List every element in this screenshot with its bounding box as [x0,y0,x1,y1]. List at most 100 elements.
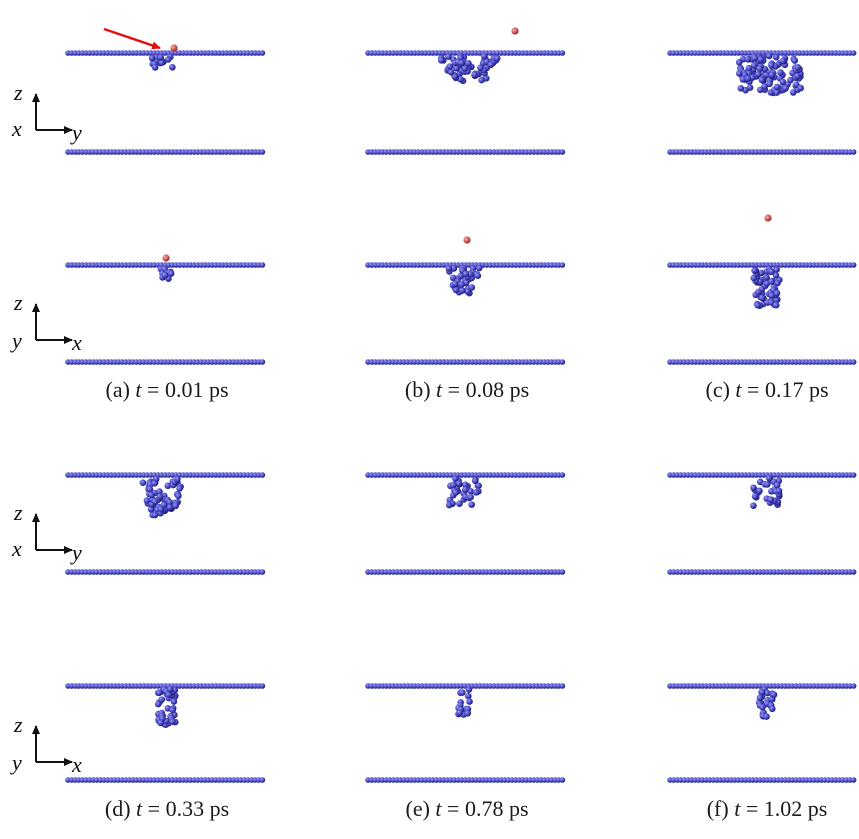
atom [259,262,266,268]
atom [744,56,752,63]
graphene-layer-top [65,50,266,56]
atom [756,694,764,702]
axis-indicator-xy-top: z x y [10,80,90,152]
defect-cluster [437,52,501,85]
atom [850,359,857,365]
atom [756,487,763,495]
atom [151,480,158,487]
atom [156,488,163,495]
caption-variable: t [436,377,443,402]
atom [445,53,452,60]
axis-label-left: x [12,536,22,561]
defect-cluster [455,686,473,718]
incident-ion [170,44,178,52]
atom [259,50,266,56]
atom [791,57,799,64]
atom [161,272,169,279]
caption-prefix: (c) [705,377,736,402]
atom [559,569,566,575]
atom [259,683,266,689]
graphene-layer-top [365,262,566,268]
atom [756,65,764,72]
axis-label-right: y [72,540,82,565]
atom [477,64,484,72]
graphene-layer-bottom [365,359,566,365]
atom [758,689,766,696]
atom [767,496,775,503]
atom [259,149,266,155]
defect-cluster [750,474,783,509]
defect-cluster [750,265,783,309]
atom [770,691,778,698]
atom [452,475,459,483]
atom [777,69,784,76]
graphene-layer-bottom [365,777,566,783]
atom [850,777,857,783]
atom [779,78,787,86]
atom [167,270,175,277]
graphene-layer-top [65,683,266,689]
caption-prefix: (f) [706,796,735,821]
atom [148,54,156,62]
atom [735,59,743,66]
atom [166,499,173,506]
atom [455,480,463,487]
atom [170,698,178,705]
atom [737,85,745,92]
atom [464,288,471,295]
atom [850,569,857,575]
graphene-layer-bottom [667,359,857,365]
atom [768,61,775,69]
defect-cluster [735,52,804,97]
atom [758,269,765,277]
atom [143,497,151,504]
atom [139,479,147,487]
atom [559,359,566,365]
atom [456,709,464,716]
atom [745,64,753,72]
defect-cluster [157,265,175,282]
atom [774,279,781,287]
atom [465,686,473,693]
atom [151,498,159,505]
atom [449,274,457,282]
atom [750,484,757,492]
atom [779,57,787,65]
atom [459,287,466,294]
graphene-layer-top [667,472,857,478]
graphene-layer-top [365,683,566,689]
atom [850,50,857,56]
atom [850,262,857,268]
atom [174,475,181,483]
atom [759,703,766,711]
caption-value: = 0.01 ps [141,377,229,402]
atom [768,71,776,79]
atom [751,54,759,62]
atom [155,689,163,697]
defect-cluster [154,685,179,728]
graphene-layer-bottom [65,149,266,155]
caption-prefix: (b) [404,377,437,402]
atom [763,481,771,488]
atom [172,502,180,510]
atom [462,481,469,489]
atom [458,59,465,67]
atom [468,284,476,291]
caption-value: = 0.17 ps [741,377,829,402]
caption-value: = 0.33 ps [142,796,230,821]
atom [475,264,483,272]
caption-variable: t [136,796,143,821]
graphene-layer-top [65,262,266,268]
atom [751,493,759,500]
atom [450,481,457,489]
atom [750,274,758,282]
atom [472,489,480,496]
graphene-layer-top [667,50,857,56]
atom [750,62,758,69]
atom [758,76,766,84]
atom [755,288,762,296]
caption-value: = 0.08 ps [442,377,530,402]
caption-c: (c) t = 0.17 ps [705,377,828,403]
atom [757,86,764,94]
